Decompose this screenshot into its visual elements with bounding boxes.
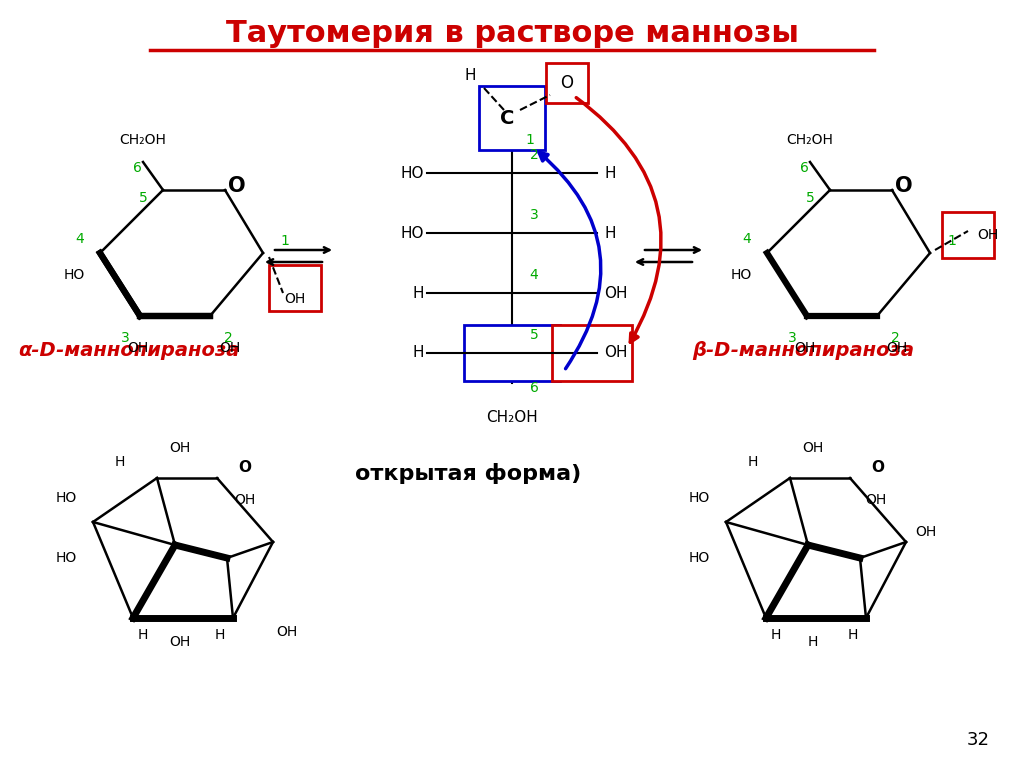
Text: H: H [771,628,781,642]
Text: 5: 5 [138,191,147,205]
Text: OH: OH [915,525,937,539]
Text: 2: 2 [529,148,539,162]
Text: OH: OH [169,441,190,455]
Text: CH₂OH: CH₂OH [120,133,167,147]
Text: C: C [500,108,514,127]
Text: H: H [138,628,148,642]
Text: 1: 1 [525,133,535,147]
Text: OH: OH [795,341,816,355]
Text: 3: 3 [121,331,129,345]
Text: OH: OH [604,286,628,300]
Text: 6: 6 [132,161,141,175]
Text: 6: 6 [529,381,539,395]
Text: OH: OH [865,493,887,507]
Text: H: H [464,68,476,84]
Text: O: O [228,176,246,196]
Text: H: H [413,286,424,300]
Text: Таутомерия в растворе маннозы: Таутомерия в растворе маннозы [225,18,799,48]
FancyBboxPatch shape [479,86,545,150]
Text: 3: 3 [529,208,539,222]
Text: HO: HO [63,268,85,282]
Text: HO: HO [689,491,710,505]
FancyBboxPatch shape [269,265,321,311]
Text: 3: 3 [787,331,797,345]
Text: HO: HO [55,491,77,505]
Text: OH: OH [977,228,998,242]
Text: 2: 2 [891,331,899,345]
Text: H: H [604,165,615,180]
Text: H: H [215,628,225,642]
Text: OH: OH [276,625,298,639]
Text: HO: HO [400,226,424,240]
Text: H: H [748,455,758,469]
Text: O: O [239,461,252,475]
Text: 1: 1 [947,234,956,248]
Text: 5: 5 [806,191,814,205]
Text: OH: OH [127,341,148,355]
Text: OH: OH [604,346,628,360]
Text: O: O [560,74,573,92]
Text: 4: 4 [742,232,752,246]
Text: 32: 32 [967,731,989,749]
Text: OH: OH [169,635,190,649]
Text: 6: 6 [800,161,808,175]
Text: CH₂OH: CH₂OH [786,133,834,147]
Text: открытая форма): открытая форма) [355,463,582,484]
Text: OH: OH [285,292,305,306]
Text: 4: 4 [529,268,539,282]
Text: H: H [808,635,818,649]
Text: OH: OH [234,493,256,507]
FancyArrowPatch shape [539,152,601,369]
Text: 5: 5 [529,328,539,342]
Text: O: O [871,461,885,475]
Text: O: O [895,176,912,196]
FancyBboxPatch shape [464,325,560,381]
Text: 2: 2 [223,331,232,345]
Text: OH: OH [887,341,907,355]
FancyArrowPatch shape [577,98,662,343]
Text: H: H [604,226,615,240]
Text: CH₂OH: CH₂OH [486,411,538,425]
Text: α-D-маннопираноза: α-D-маннопираноза [18,341,240,360]
Text: HO: HO [731,268,752,282]
Text: OH: OH [219,341,241,355]
Text: H: H [848,628,858,642]
FancyBboxPatch shape [546,63,588,103]
Text: HO: HO [400,165,424,180]
Text: H: H [115,455,125,469]
Text: OH: OH [803,441,823,455]
Text: HO: HO [689,551,710,565]
Text: 4: 4 [76,232,84,246]
FancyBboxPatch shape [552,325,632,381]
Text: H: H [413,346,424,360]
Text: β-D-маннопираноза: β-D-маннопираноза [692,341,914,360]
Text: HO: HO [55,551,77,565]
FancyBboxPatch shape [942,212,994,258]
Text: 1: 1 [281,234,290,248]
